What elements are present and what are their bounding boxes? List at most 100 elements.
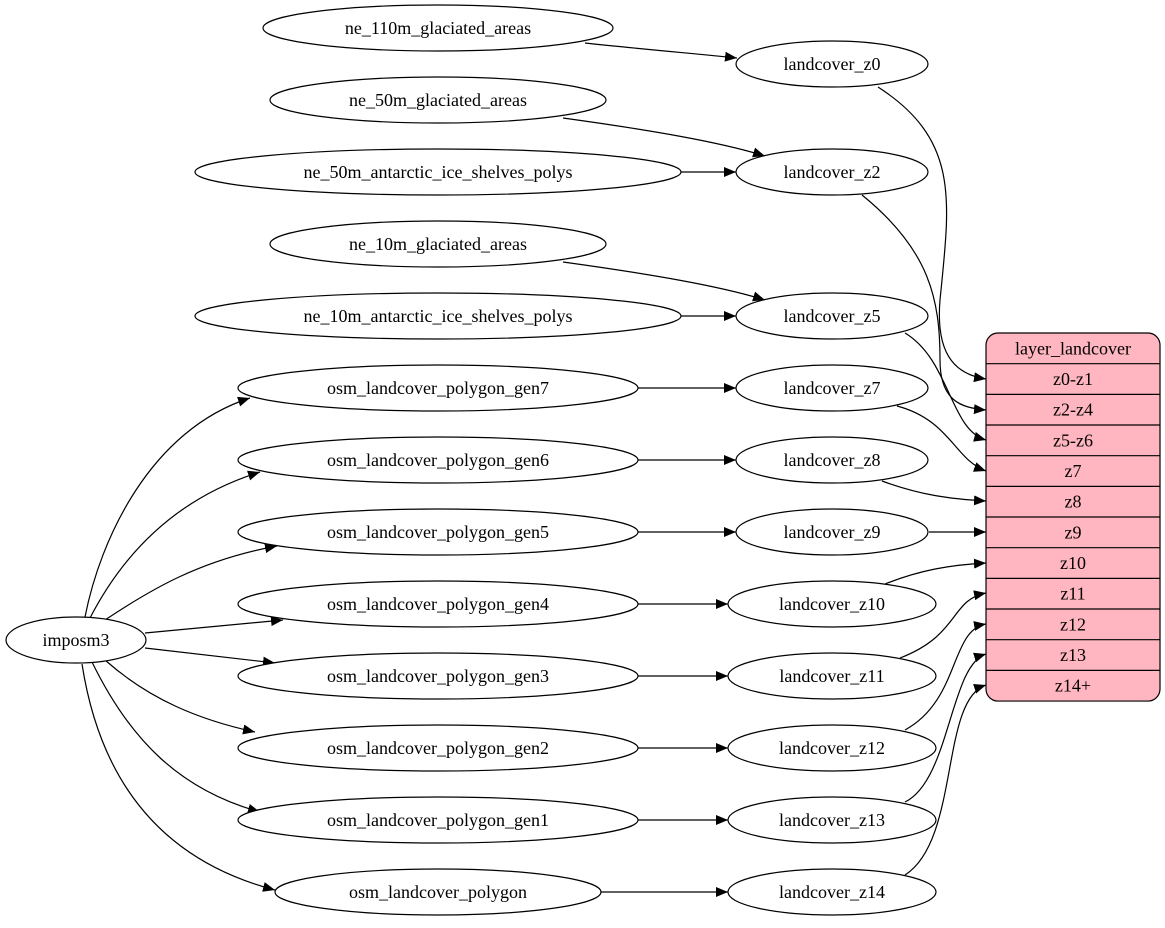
record-field: z10 xyxy=(1060,553,1086,573)
node-shape xyxy=(237,364,639,412)
node-shape xyxy=(237,508,639,556)
node: ne_50m_antarctic_ice_shelves_polys xyxy=(194,148,682,196)
node-label: ne_110m_glaciated_areas xyxy=(345,18,531,38)
node-shape xyxy=(735,148,929,196)
node-label: osm_landcover_polygon_gen3 xyxy=(327,666,549,686)
node-label: landcover_z13 xyxy=(779,810,885,830)
edge xyxy=(884,558,987,585)
node: ne_50m_glaciated_areas xyxy=(269,76,607,124)
node: landcover_z2 xyxy=(735,148,929,196)
node: landcover_z5 xyxy=(735,292,929,340)
node: osm_landcover_polygon_gen2 xyxy=(237,724,639,772)
node: osm_landcover_polygon_gen1 xyxy=(237,796,639,844)
node-label: osm_landcover_polygon_gen6 xyxy=(327,450,549,470)
node: ne_10m_antarctic_ice_shelves_polys xyxy=(194,292,682,340)
node-shape xyxy=(269,76,607,124)
node: ne_110m_glaciated_areas xyxy=(262,4,614,52)
edge xyxy=(881,480,987,506)
record-field: z14+ xyxy=(1055,676,1091,696)
edge xyxy=(584,42,738,62)
edge xyxy=(104,659,256,735)
edge xyxy=(904,332,987,442)
node-shape xyxy=(237,436,639,484)
node: landcover_z11 xyxy=(727,652,937,700)
record-field: z2-z4 xyxy=(1053,400,1093,420)
node-label: osm_landcover_polygon_gen7 xyxy=(327,378,549,398)
record-node: layer_landcover z0-z1 z2-z4 z5-z6 z7 z8 z9 z10 z… xyxy=(985,332,1161,702)
edge xyxy=(144,616,284,634)
node: landcover_z0 xyxy=(735,40,929,88)
node-label: landcover_z9 xyxy=(784,522,881,542)
node-label: landcover_z2 xyxy=(784,162,881,182)
node-shape xyxy=(727,724,937,772)
node-label: landcover_z12 xyxy=(779,738,885,758)
node-shape xyxy=(237,580,639,628)
node: landcover_z9 xyxy=(735,508,929,556)
node-label: osm_landcover_polygon xyxy=(349,882,527,902)
edge xyxy=(877,86,987,383)
node-label: osm_landcover_polygon_gen5 xyxy=(327,522,549,542)
record-field: z0-z1 xyxy=(1053,369,1093,389)
node: ne_10m_glaciated_areas xyxy=(269,220,607,268)
edge xyxy=(896,405,987,472)
node-label: landcover_z5 xyxy=(784,306,881,326)
node: osm_landcover_polygon_gen7 xyxy=(237,364,639,412)
node-label: osm_landcover_polygon_gen4 xyxy=(327,594,549,614)
edge xyxy=(899,590,987,659)
node: landcover_z14 xyxy=(727,868,937,916)
node-shape xyxy=(727,652,937,700)
node-shape xyxy=(237,652,639,700)
node: imposm3 xyxy=(5,616,147,664)
node-label: landcover_z10 xyxy=(779,594,885,614)
node-label: landcover_z7 xyxy=(784,378,881,398)
node-label: osm_landcover_polygon_gen2 xyxy=(327,738,549,758)
record-field: z11 xyxy=(1060,584,1085,604)
record-field: z8 xyxy=(1065,492,1082,512)
nodes: ne_110m_glaciated_areas ne_50m_glaciated_… xyxy=(5,4,937,916)
edge xyxy=(91,661,261,814)
edge xyxy=(84,396,251,618)
node-label: osm_landcover_polygon_gen1 xyxy=(327,810,549,830)
node: osm_landcover_polygon_gen5 xyxy=(237,508,639,556)
node: landcover_z8 xyxy=(735,436,929,484)
node-shape xyxy=(735,292,929,340)
node-shape xyxy=(237,796,639,844)
node-label: landcover_z8 xyxy=(784,450,881,470)
node: osm_landcover_polygon_gen4 xyxy=(237,580,639,628)
edges xyxy=(81,42,987,897)
edge xyxy=(904,684,987,876)
node-shape xyxy=(727,580,937,628)
node-shape xyxy=(735,40,929,88)
node-shape xyxy=(269,220,607,268)
node-label: landcover_z14 xyxy=(779,882,885,902)
node-shape xyxy=(194,292,682,340)
node-label: imposm3 xyxy=(42,630,109,650)
record-field: z9 xyxy=(1065,522,1082,542)
node-label: ne_50m_glaciated_areas xyxy=(349,90,527,110)
node-shape xyxy=(727,868,937,916)
edge xyxy=(562,117,766,158)
node: osm_landcover_polygon_gen3 xyxy=(237,652,639,700)
node-label: ne_10m_glaciated_areas xyxy=(349,234,527,254)
edge xyxy=(144,647,276,667)
node-shape xyxy=(727,796,937,844)
node-shape xyxy=(194,148,682,196)
node-shape xyxy=(237,724,639,772)
edge xyxy=(89,470,261,619)
edge xyxy=(81,663,276,892)
edge xyxy=(904,621,987,731)
node-shape xyxy=(735,436,929,484)
node: landcover_z12 xyxy=(727,724,937,772)
record-field: z7 xyxy=(1065,461,1082,481)
node: landcover_z13 xyxy=(727,796,937,844)
node-label: landcover_z11 xyxy=(779,666,884,686)
node: osm_landcover_polygon_gen6 xyxy=(237,436,639,484)
node-shape xyxy=(262,4,614,52)
record-field: z12 xyxy=(1060,614,1086,634)
record-title: layer_landcover xyxy=(1015,338,1131,358)
node-label: ne_50m_antarctic_ice_shelves_polys xyxy=(304,162,573,182)
node-shape xyxy=(735,364,929,412)
node-shape xyxy=(735,508,929,556)
